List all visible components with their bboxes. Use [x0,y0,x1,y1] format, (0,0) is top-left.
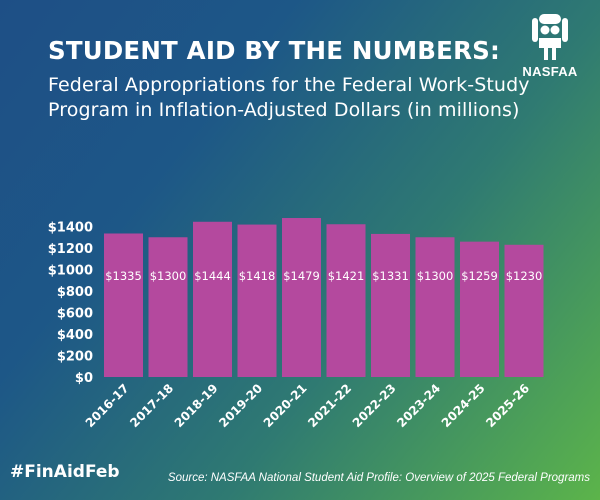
hashtag-label: #FinAidFeb [10,462,120,482]
nasfaa-people-icon [532,14,568,60]
logo-text: NASFAA [522,64,578,79]
bar [326,224,366,377]
x-tick-label: 2016-17 [83,381,132,430]
x-tick-label: 2020-21 [261,381,310,430]
y-tick-label: $1400 [48,221,93,236]
bar-series: $1335 $1300 $1444 $1418 $1479 $1421 $1331 $1300… [104,218,544,377]
y-tick-label: $600 [57,307,93,322]
bar-value-label: $1335 [105,269,142,283]
x-tick-label: 2024-25 [439,381,488,430]
bar-value-label: $1444 [194,269,231,283]
bar [460,241,499,377]
x-tick-label: 2021-22 [305,381,354,430]
y-tick-label: $800 [57,285,93,300]
y-axis: $0 $200 $400 $600 $800 $1000 $1200 $1400 [48,221,93,387]
chart-subtitle: Federal Appropriations for the Federal W… [48,73,530,123]
bar [193,221,232,377]
bar [148,237,188,377]
bar [415,237,455,377]
bar-value-label: $1300 [417,269,454,283]
bar-chart: $0$200$400$600$800$1000$1200$1400 $1335 $… [48,218,544,430]
source-note: Source: NASFAA National Student Aid Prof… [167,472,590,484]
bar-value-label: $1331 [372,269,409,283]
y-tick-label: $0 [75,371,93,386]
y-tick-label: $1000 [48,264,93,279]
bar-value-label: $1300 [150,269,187,283]
y-tick-label: $400 [57,328,93,343]
headline-title: STUDENT AID BY THE NUMBERS: [48,36,500,65]
subtitle-line-2: Program in Inflation-Adjusted Dollars (i… [48,99,520,121]
subtitle-line-1: Federal Appropriations for the Federal W… [48,74,530,96]
x-tick-label: 2017-18 [127,381,176,430]
bar-value-label: $1479 [283,269,320,283]
x-tick-label: 2025-26 [483,381,532,430]
bar-value-label: $1421 [328,269,365,283]
y-tick-label: $1200 [48,242,93,257]
bar [504,244,544,377]
bar-value-label: $1259 [461,269,498,283]
y-tick-label: $200 [57,350,93,365]
nasfaa-logo: NASFAA [520,12,580,80]
bar [237,224,277,377]
bar [282,218,321,377]
x-axis: 2016-172017-182018-192019-202020-212021-… [83,381,532,430]
bar [371,233,410,377]
bar-value-label: $1418 [239,269,276,283]
x-tick-label: 2022-23 [350,381,399,430]
x-tick-label: 2018-19 [172,381,221,430]
bar [104,233,143,377]
x-tick-label: 2023-24 [394,381,443,430]
x-tick-label: 2019-20 [216,381,265,430]
bar-value-label: $1230 [506,269,543,283]
